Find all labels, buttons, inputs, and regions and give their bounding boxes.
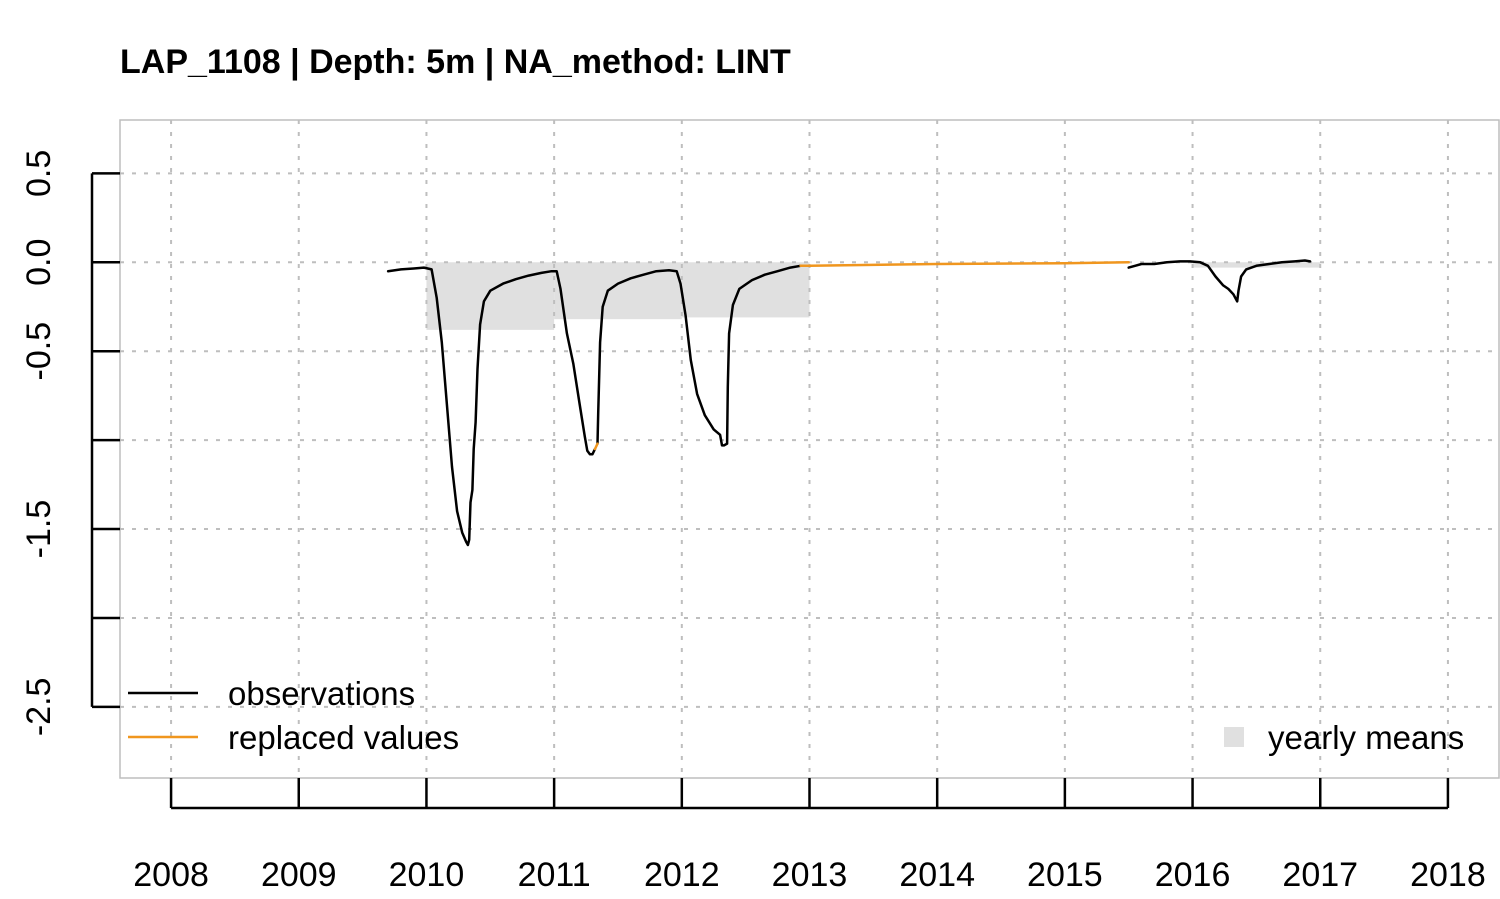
chart-title: LAP_1108 | Depth: 5m | NA_method: LINT: [120, 43, 791, 81]
x-tick-label: 2016: [1155, 856, 1231, 894]
y-tick-label: -0.5: [20, 322, 58, 381]
x-tick-label: 2018: [1410, 856, 1486, 894]
yearly-mean-bar: [426, 262, 555, 330]
x-tick-label: 2010: [389, 856, 465, 894]
y-tick-label: 0.5: [20, 150, 58, 197]
legend: observations replaced values yearly mean…: [128, 675, 1464, 756]
y-tick-label: -2.5: [20, 678, 58, 737]
x-tick-label: 2013: [772, 856, 848, 894]
yearly-mean-bar: [681, 262, 810, 318]
series-line-replaced-values: [799, 261, 1130, 268]
y-tick-label: 0.0: [20, 239, 58, 286]
series-line-observations: [386, 266, 597, 547]
x-tick-label: 2014: [899, 856, 975, 894]
x-tick-label: 2011: [518, 856, 591, 894]
series-line-replaced-values: [593, 442, 599, 451]
x-tick-label: 2015: [1027, 856, 1103, 894]
y-tick-label: -1.5: [20, 500, 58, 559]
x-tick-label: 2012: [644, 856, 720, 894]
legend-yearly-means-label: yearly means: [1268, 719, 1464, 756]
grid-layer: [120, 120, 1499, 778]
legend-replaced-label: replaced values: [228, 719, 459, 756]
x-tick-label: 2008: [133, 856, 209, 894]
series-layer: [386, 259, 1312, 547]
legend-observations-label: observations: [228, 675, 415, 712]
series-line-observations: [1127, 259, 1312, 303]
x-tick-label: 2009: [261, 856, 337, 894]
legend-yearly-means-swatch: [1224, 727, 1244, 747]
x-tick-label: 2017: [1282, 856, 1358, 894]
series-line-observations: [596, 264, 802, 447]
axis-layer: 0.5 0.0 -0.5 -1.5 -2.5 2008 2009 2010 2011 2012 20…: [20, 150, 1486, 894]
